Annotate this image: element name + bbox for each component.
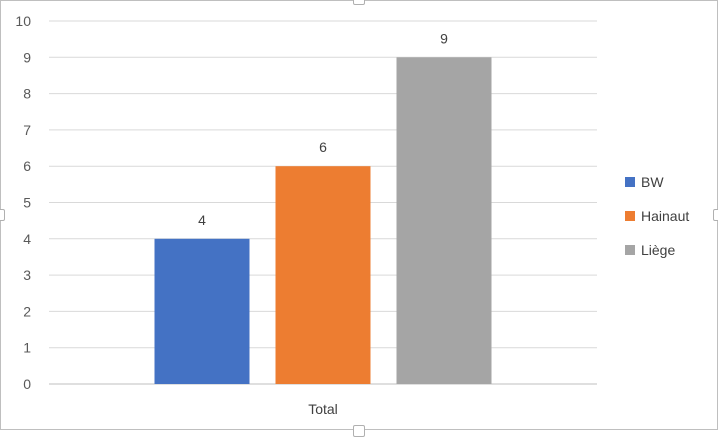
- data-label: 9: [440, 30, 448, 46]
- legend[interactable]: BW Hainaut Liège: [625, 174, 689, 258]
- bar-bw[interactable]: [154, 238, 250, 384]
- bars: [154, 57, 492, 385]
- data-labels: 4 6 9: [198, 30, 448, 228]
- resize-handle-bottom[interactable]: [353, 425, 365, 437]
- bar-hainaut[interactable]: [275, 166, 371, 384]
- y-tick-label: 0: [23, 376, 31, 392]
- y-tick-label: 3: [23, 267, 31, 283]
- resize-handle-top[interactable]: [353, 0, 365, 5]
- y-tick-label: 4: [23, 231, 31, 247]
- y-tick-label: 7: [23, 122, 31, 138]
- data-label: 6: [319, 139, 327, 155]
- data-label: 4: [198, 212, 206, 228]
- x-category-label: Total: [308, 401, 338, 417]
- legend-label: BW: [641, 174, 664, 190]
- y-tick-label: 8: [23, 86, 31, 102]
- resize-handle-left[interactable]: [0, 209, 5, 221]
- y-tick-label: 2: [23, 303, 31, 319]
- legend-label: Liège: [641, 242, 675, 258]
- y-tick-label: 1: [23, 340, 31, 356]
- bar-li-ge[interactable]: [396, 57, 492, 385]
- legend-label: Hainaut: [641, 208, 689, 224]
- x-axis-categories: Total: [308, 401, 338, 417]
- y-tick-label: 9: [23, 49, 31, 65]
- legend-swatch: [625, 211, 635, 221]
- legend-swatch: [625, 245, 635, 255]
- y-tick-label: 6: [23, 158, 31, 174]
- y-axis-ticks: 0 1 2 3 4 5 6 7 8 9 10: [15, 13, 31, 392]
- legend-swatch: [625, 177, 635, 187]
- y-tick-label: 5: [23, 195, 31, 211]
- y-tick-label: 10: [15, 13, 31, 29]
- resize-handle-right[interactable]: [713, 209, 718, 221]
